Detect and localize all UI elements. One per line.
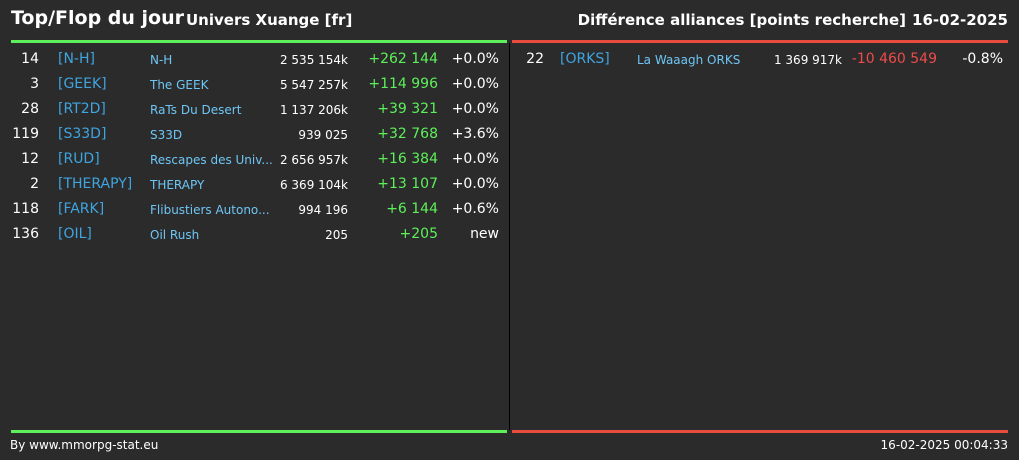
top-row: 14 [N-H] N-H 2 535 154k +262 144 +0.0% [0,48,509,73]
alliance-tag-link[interactable]: [FARK] [58,201,105,217]
alliance-points: 205 [325,228,348,242]
percent-change: +0.0% [451,176,499,192]
top-row: 119 [S33D] S33D 939 025 +32 768 +3.6% [0,123,509,148]
alliance-tag-link[interactable]: [THERAPY] [58,176,133,192]
alliance-name-link[interactable]: The GEEK [150,78,209,92]
alliance-rank: 2 [30,176,39,192]
points-difference: +205 [399,226,438,242]
top-accent-bar [11,40,507,43]
alliance-points: 5 547 257k [279,78,348,92]
site-credit: By www.mmorpg-stat.eu [10,438,159,452]
alliance-tag-link[interactable]: [GEEK] [58,76,107,92]
percent-change: +0.0% [451,151,499,167]
top-row: 3 [GEEK] The GEEK 5 547 257k +114 996 +0.0% [0,73,509,98]
top-row: 12 [RUD] Rescapes des Univ... 2 656 957k +16… [0,148,509,173]
alliance-name-link[interactable]: La Waaagh ORKS [637,53,741,67]
flop-accent-bar [512,40,1008,43]
alliance-rank: 14 [21,51,39,67]
alliance-rank: 28 [21,101,39,117]
header-date: 16-02-2025 [912,11,1008,29]
header: Top/Flop du jour Univers Xuange [fr] Dif… [0,0,1019,40]
alliance-name-link[interactable]: Rescapes des Univ... [150,153,273,167]
percent-change: +0.0% [451,51,499,67]
alliance-rank: 22 [526,51,544,67]
column-divider [509,43,510,430]
points-difference: -10 460 549 [851,51,937,67]
points-difference: +13 107 [377,176,438,192]
top-footer-bar [11,430,507,433]
generated-timestamp: 16-02-2025 00:04:33 [880,438,1008,452]
alliance-tag-link[interactable]: [OIL] [58,226,92,242]
alliance-name-link[interactable]: N-H [150,53,173,67]
alliance-tag-link[interactable]: [N-H] [58,51,95,67]
flop-footer-bar [512,430,1008,433]
alliance-points: 1 137 206k [279,103,348,117]
top-list: 14 [N-H] N-H 2 535 154k +262 144 +0.0% 3 [GEEK]… [0,48,509,248]
alliance-points: 1 369 917k [773,53,842,67]
alliance-rank: 3 [30,76,39,92]
alliance-name-link[interactable]: S33D [150,128,183,142]
percent-change: new [470,226,499,242]
top-row: 118 [FARK] Flibustiers Autono... 994 196 +6 … [0,198,509,223]
alliance-points: 2 656 957k [279,153,348,167]
top-row: 28 [RT2D] RaTs Du Desert 1 137 206k +39 321 +… [0,98,509,123]
points-difference: +16 384 [377,151,438,167]
alliance-tag-link[interactable]: [RUD] [58,151,100,167]
top-row: 136 [OIL] Oil Rush 205 +205 new [0,223,509,248]
alliance-points: 2 535 154k [279,53,348,67]
points-difference: +114 996 [368,76,438,92]
alliance-rank: 118 [12,201,39,217]
percent-change: +0.6% [451,201,499,217]
alliance-name-link[interactable]: THERAPY [150,178,205,192]
percent-change: +0.0% [451,76,499,92]
alliance-rank: 119 [12,126,39,142]
points-difference: +32 768 [377,126,438,142]
alliance-tag-link[interactable]: [RT2D] [58,101,106,117]
alliance-points: 939 025 [298,128,348,142]
alliance-points: 6 369 104k [279,178,348,192]
points-difference: +262 144 [368,51,438,67]
percent-change: +0.0% [451,101,499,117]
percent-change: +3.6% [451,126,499,142]
alliance-points: 994 196 [298,203,348,217]
top-row: 2 [THERAPY] THERAPY 6 369 104k +13 107 +0.0% [0,173,509,198]
alliance-tag-link[interactable]: [S33D] [58,126,107,142]
flop-list: 22 [ORKS] La Waaagh ORKS 1 369 917k -10 460 … [510,48,1019,73]
alliance-rank: 136 [12,226,39,242]
page-title: Top/Flop du jour [11,7,184,29]
alliance-name-link[interactable]: Flibustiers Autono... [150,203,270,217]
alliance-name-link[interactable]: RaTs Du Desert [150,103,242,117]
percent-change: -0.8% [962,51,1003,67]
universe-label: Univers Xuange [fr] [186,11,353,29]
alliance-name-link[interactable]: Oil Rush [150,228,200,242]
flop-row: 22 [ORKS] La Waaagh ORKS 1 369 917k -10 460 … [510,48,1019,73]
alliance-tag-link[interactable]: [ORKS] [560,51,610,67]
ranking-subtitle: Différence alliances [points recherche] [577,11,906,29]
alliance-rank: 12 [21,151,39,167]
points-difference: +6 144 [386,201,438,217]
points-difference: +39 321 [377,101,438,117]
